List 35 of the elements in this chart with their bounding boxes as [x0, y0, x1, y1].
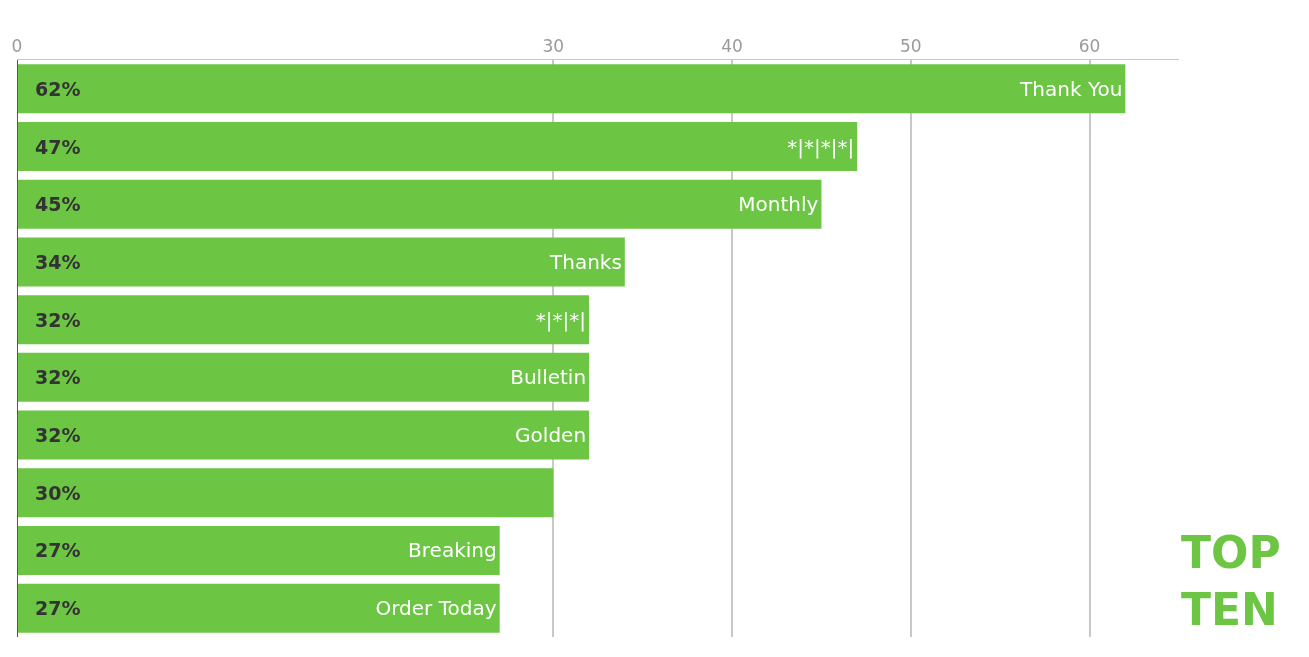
data-label: 32%: [35, 424, 81, 446]
data-label: 32%: [35, 366, 81, 388]
data-label: 47%: [35, 136, 81, 158]
y-tick-label: Thank You: [1019, 76, 1123, 101]
y-tick-label: *|*|*|: [535, 307, 587, 332]
bar: [17, 352, 590, 402]
data-label: 30%: [35, 482, 81, 504]
bar: [17, 122, 858, 172]
y-tick-label: Breaking: [408, 538, 497, 563]
y-tick-label: Order Today: [375, 596, 497, 621]
bar: [17, 583, 500, 633]
text: TOP TEN: [1181, 527, 1281, 636]
bar: [17, 410, 590, 460]
x-tick-label: 60: [1078, 36, 1101, 57]
x-tick-label: 0: [11, 36, 23, 57]
y-tick-label: Monthly: [738, 192, 819, 217]
data-label: 34%: [35, 251, 81, 273]
bar: [17, 525, 500, 575]
bar: [17, 179, 822, 229]
x-tick-label: 50: [900, 36, 922, 57]
data-label: 27%: [35, 597, 81, 619]
x-tick-label: 30: [542, 36, 565, 57]
y-tick-label: *|*|*|*|: [787, 134, 855, 159]
y-tick-label: Golden: [515, 423, 587, 448]
bar: [17, 237, 625, 287]
data-label: 27%: [35, 539, 81, 561]
data-label: 62%: [35, 78, 81, 100]
bar: [17, 295, 590, 345]
data-label: 32%: [35, 309, 81, 331]
bar: [17, 468, 554, 518]
x-tick-label: 40: [721, 36, 743, 57]
data-label: 45%: [35, 193, 81, 215]
y-tick-label: Thanks: [548, 249, 622, 274]
bar: [17, 64, 1126, 114]
y-tick-label: Bulletin: [510, 365, 587, 390]
